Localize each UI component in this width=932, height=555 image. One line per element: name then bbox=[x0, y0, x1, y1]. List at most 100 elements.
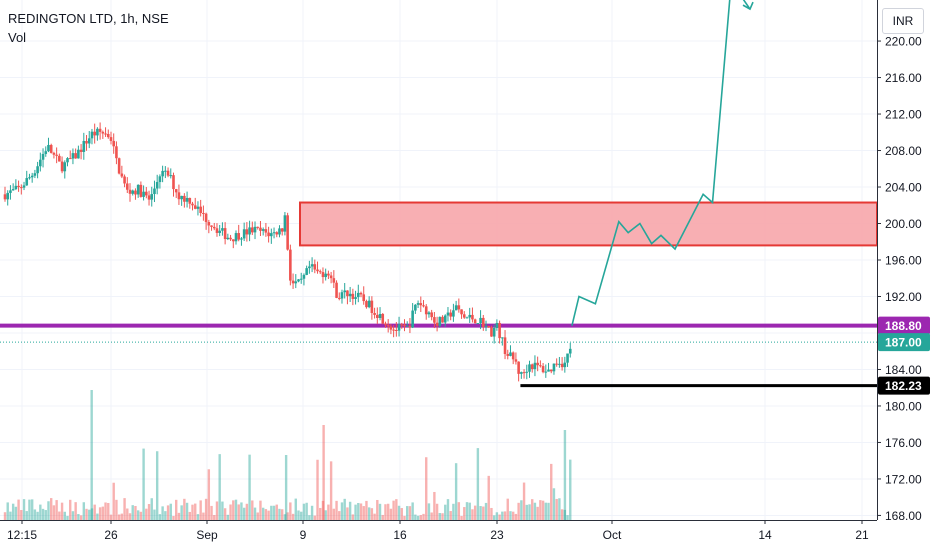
volume-bar bbox=[297, 510, 300, 520]
candle-body bbox=[60, 161, 64, 172]
candle-body bbox=[229, 237, 232, 240]
volume-bar bbox=[33, 509, 37, 520]
volume-bar bbox=[240, 502, 243, 520]
candle-body bbox=[324, 273, 327, 278]
volume-bar bbox=[419, 515, 422, 520]
candle-body bbox=[370, 300, 374, 313]
candle-body bbox=[335, 282, 338, 298]
volume-bar bbox=[126, 508, 129, 520]
candle-body bbox=[484, 325, 488, 327]
volume-bar bbox=[207, 469, 211, 520]
volume-bar bbox=[552, 488, 556, 520]
volume-bar bbox=[362, 506, 365, 520]
candle-body bbox=[9, 190, 12, 193]
volume-bar bbox=[74, 502, 77, 520]
candle-body bbox=[520, 372, 523, 374]
candle-body bbox=[25, 178, 29, 186]
candle-body bbox=[501, 337, 504, 339]
candle-body bbox=[177, 192, 181, 200]
volume-bar bbox=[427, 503, 431, 520]
volume-bar bbox=[112, 482, 115, 520]
volume-bar bbox=[386, 503, 390, 520]
candle-body bbox=[367, 300, 371, 308]
resistance-zone[interactable] bbox=[299, 201, 878, 247]
candle-body bbox=[188, 197, 192, 204]
candle-body bbox=[3, 194, 7, 200]
candle-body bbox=[28, 177, 31, 179]
volume-bar bbox=[446, 499, 450, 520]
candle-body bbox=[514, 359, 518, 362]
volume-bar bbox=[566, 515, 569, 520]
price-label-bg bbox=[878, 316, 930, 335]
candle-body bbox=[449, 312, 452, 317]
volume-bar bbox=[389, 508, 393, 520]
volume-bar bbox=[563, 509, 567, 520]
candle-body bbox=[41, 153, 45, 160]
candle-body bbox=[172, 175, 175, 190]
volume-bar bbox=[253, 507, 257, 520]
volume-bar bbox=[495, 512, 499, 520]
candle-body bbox=[264, 229, 268, 233]
volume-bar bbox=[555, 498, 558, 520]
volume-bar bbox=[264, 509, 268, 520]
projection-line bbox=[571, 0, 751, 326]
candle-body bbox=[313, 264, 317, 270]
candle-body bbox=[419, 303, 423, 306]
volume-bar bbox=[14, 506, 18, 520]
candle-body bbox=[142, 191, 145, 197]
volume-bar bbox=[509, 511, 512, 520]
volume-bar bbox=[395, 499, 398, 520]
candle-body bbox=[517, 361, 520, 374]
volume-bar bbox=[164, 511, 167, 520]
candle-body bbox=[340, 292, 344, 299]
y-tick-label: 200.00 bbox=[885, 217, 922, 231]
candle-body bbox=[20, 187, 23, 189]
volume-bar bbox=[463, 507, 466, 520]
candle-body bbox=[123, 176, 126, 184]
candle-body bbox=[90, 131, 94, 139]
volume-bar bbox=[283, 514, 287, 520]
volume-bar bbox=[66, 515, 69, 520]
volume-bar bbox=[343, 498, 346, 520]
volume-bar bbox=[444, 504, 447, 520]
time-scale-bg bbox=[0, 520, 932, 550]
horizontal-levels[interactable] bbox=[0, 323, 877, 388]
price-label-text: 187.00 bbox=[885, 336, 922, 350]
candle-body bbox=[530, 364, 534, 370]
candle-body bbox=[58, 155, 61, 162]
candle-body bbox=[36, 166, 39, 174]
volume-bar bbox=[248, 454, 251, 520]
candle-body bbox=[294, 281, 298, 284]
currency-button[interactable]: INR bbox=[882, 8, 924, 34]
candle-body bbox=[68, 158, 72, 160]
candle-body bbox=[11, 189, 15, 191]
candle-body bbox=[286, 215, 289, 250]
volume-bar bbox=[348, 501, 352, 520]
candle-body bbox=[539, 365, 542, 367]
y-tick-label: 212.00 bbox=[885, 108, 922, 122]
candle-body bbox=[101, 131, 105, 134]
candle-body bbox=[460, 309, 463, 315]
candle-body bbox=[397, 324, 401, 331]
candle-body bbox=[405, 325, 409, 327]
candle-body bbox=[96, 128, 99, 136]
volume-bar bbox=[278, 508, 281, 520]
candle-body bbox=[191, 203, 194, 206]
volume-bar bbox=[142, 448, 145, 520]
volume-bar bbox=[136, 510, 140, 520]
volume-bar bbox=[22, 499, 26, 520]
volume-bar bbox=[77, 514, 80, 520]
volume-bar bbox=[213, 515, 216, 520]
projection-path[interactable] bbox=[571, 0, 754, 326]
volume-bar bbox=[191, 504, 194, 520]
volume-bar bbox=[63, 511, 66, 520]
volume-bar bbox=[226, 514, 230, 520]
candle-body bbox=[424, 306, 428, 315]
volume-bar bbox=[88, 509, 91, 520]
candle-body bbox=[566, 353, 569, 363]
volume-bar bbox=[376, 499, 379, 520]
candle-body bbox=[204, 213, 208, 223]
candle-body bbox=[240, 238, 243, 240]
